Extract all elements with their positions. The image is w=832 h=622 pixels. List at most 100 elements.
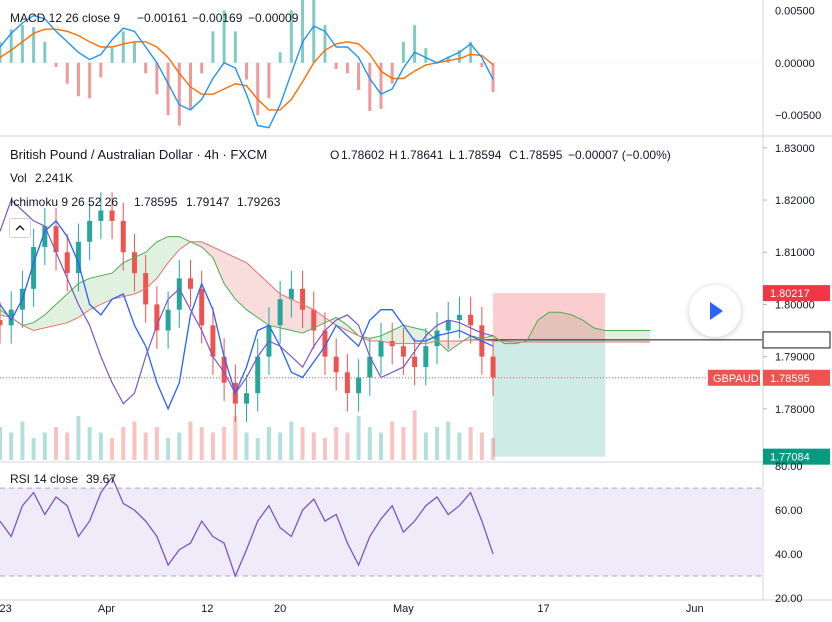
- volume-bar: [98, 432, 103, 460]
- macd-histogram-bar: [144, 62, 148, 74]
- time-axis-tick-label: Apr: [98, 603, 115, 615]
- candle-body: [434, 330, 440, 347]
- ichimoku-cloud-segment: [605, 330, 617, 343]
- volume-legend-value: 2.241K: [35, 171, 73, 185]
- ichimoku-legend-label: Ichimoku 9 26 52 26: [10, 195, 118, 209]
- rsi-y-tick-label: 60.00: [775, 505, 803, 517]
- candle-body: [31, 247, 37, 289]
- candle-body: [288, 288, 294, 300]
- ichimoku-cloud-segment: [280, 293, 292, 331]
- candle-body: [75, 241, 81, 274]
- macd-histogram-bar: [99, 62, 103, 78]
- ichimoku-cloud-segment: [593, 327, 606, 343]
- macd-legend-value-signal: −0.00169: [192, 11, 243, 25]
- ichimoku-cloud-segment: [78, 278, 90, 318]
- macd-histogram-bar: [233, 31, 237, 63]
- candle-body: [87, 220, 93, 242]
- candle-body: [131, 252, 137, 274]
- volume-bar: [356, 416, 361, 460]
- ichimoku-cloud-segment: [134, 252, 146, 294]
- volume-bar: [289, 421, 294, 460]
- macd-histogram-bar: [211, 31, 215, 63]
- volume-bar: [233, 416, 238, 460]
- ohlc-low-value: 1.78594: [458, 148, 502, 162]
- macd-panel: 0.00500 0.00000 −0.00500: [0, 0, 821, 129]
- ichimoku-cloud-segment: [549, 312, 561, 343]
- volume-bar: [54, 427, 59, 460]
- macd-histogram-bar: [155, 62, 159, 95]
- volume-bar: [491, 438, 496, 460]
- macd-histogram-bar: [88, 62, 92, 99]
- ichimoku-cloud-segment: [33, 314, 45, 331]
- macd-histogram-bar: [54, 62, 58, 67]
- ichimoku-cloud-segment: [560, 312, 572, 343]
- macd-histogram-bar: [0, 41, 2, 63]
- rsi-y-tick-label: 40.00: [775, 549, 803, 561]
- ichimoku-cloud-segment: [616, 330, 628, 343]
- volume-bar: [76, 416, 81, 460]
- volume-bar: [188, 421, 193, 460]
- candle-body: [154, 304, 160, 331]
- price-y-tick-label: 1.80000: [775, 299, 815, 311]
- ichimoku-cloud-segment: [123, 257, 135, 297]
- ichimoku-cloud-segment: [571, 314, 583, 343]
- candle-body: [378, 340, 384, 357]
- stop-price-tag-label: 1.77084: [770, 452, 810, 464]
- ohlc-low-label: L: [449, 148, 456, 162]
- macd-histogram-bar: [132, 41, 136, 63]
- symbol-price-tag-label: GBPAUD: [713, 373, 759, 385]
- rsi-y-tick-label: 80.00: [775, 461, 803, 473]
- ichimoku-cloud-segment: [156, 236, 169, 279]
- macd-histogram-bar: [267, 62, 271, 99]
- volume-bar: [244, 432, 249, 460]
- price-panel: 1.83000 1.82000 1.81000 1.80000 1.79000 1.780…: [0, 143, 831, 465]
- candle-body: [53, 226, 59, 253]
- candle-body: [356, 377, 362, 394]
- volume-bar: [446, 421, 451, 460]
- candle-body: [445, 320, 451, 331]
- ichimoku-cloud-segment: [100, 273, 113, 305]
- volume-bar: [412, 410, 417, 460]
- macd-histogram-bar: [65, 62, 69, 84]
- symbol-title: British Pound / Australian Dollar · 4h ·…: [10, 147, 267, 162]
- ichimoku-cloud-segment: [302, 304, 314, 334]
- candle-body: [165, 309, 171, 331]
- macd-histogram-bar: [222, 10, 226, 63]
- volume-bar: [110, 438, 115, 460]
- volume-bar: [154, 427, 159, 460]
- candle-body: [277, 299, 283, 326]
- macd-legend-value-hist: −0.00009: [248, 11, 299, 25]
- time-axis-tick-label: May: [393, 603, 414, 615]
- macd-histogram-bar: [166, 62, 170, 116]
- ichimoku-cloud-segment: [179, 236, 191, 250]
- entry-price-tag-box: [762, 331, 831, 349]
- stop-price-tag-box: [763, 448, 830, 465]
- rsi-legend-label: RSI 14 close: [10, 472, 78, 486]
- volume-bar: [468, 427, 473, 460]
- volume-bar: [222, 427, 227, 460]
- play-button[interactable]: [689, 285, 741, 337]
- volume-bar: [379, 432, 383, 460]
- volume-bar: [0, 427, 2, 460]
- macd-histogram-bar: [177, 62, 181, 126]
- macd-histogram-bar: [76, 62, 80, 97]
- candle-body: [188, 278, 193, 289]
- ichimoku-cloud-segment: [257, 273, 269, 326]
- volume-bar: [87, 427, 92, 460]
- ichimoku-cloud-segment: [89, 275, 101, 310]
- macd-histogram-bar: [20, 25, 24, 63]
- volume-bar: [143, 432, 148, 460]
- macd-histogram-bar: [256, 62, 260, 116]
- current-price-tag-label: 1.78595: [770, 373, 810, 385]
- volume-bar: [457, 432, 462, 460]
- ichimoku-cloud-segment: [291, 299, 303, 334]
- collapse-legend-button[interactable]: [9, 218, 31, 238]
- volume-bar: [345, 432, 350, 460]
- ichimoku-cloud-segment: [235, 257, 247, 310]
- macd-histogram-bar: [491, 62, 495, 93]
- ichimoku-cloud-segment: [638, 330, 650, 343]
- macd-y-tick-label: 0.00500: [775, 5, 815, 17]
- time-axis-tick-label: 12: [201, 603, 213, 615]
- volume-legend-label: Vol: [10, 171, 27, 185]
